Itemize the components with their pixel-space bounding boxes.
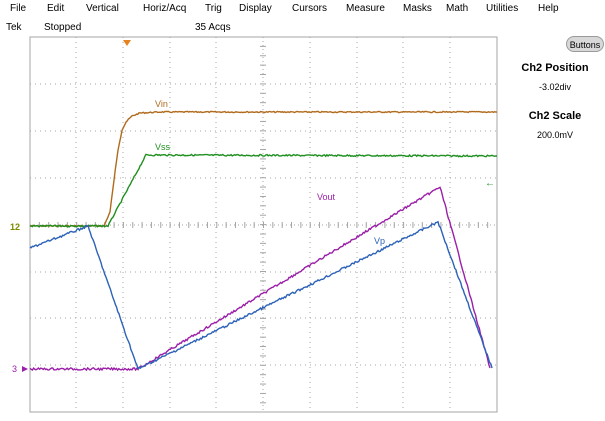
menu-utilities[interactable]: Utilities [486,3,519,14]
menu-file[interactable]: File [10,3,27,14]
ground-marker-ch3-arrow [22,366,28,372]
level-arrow-icon[interactable]: ← [485,178,495,189]
ch2-scale-title: Ch2 Scale [528,110,582,122]
menu-measure[interactable]: Measure [346,3,385,14]
menu-help[interactable]: Help [538,3,559,14]
menu-bar: File Edit Vertical Horiz/Acq Trig Displa… [0,0,605,18]
ch2-position-value: -3.02div [538,82,572,92]
status-bar: Tek Stopped 35 Acqs [0,22,605,36]
menu-display[interactable]: Display [239,3,272,14]
menu-trig[interactable]: Trig [205,3,222,14]
buttons-toggle-button[interactable]: Buttons [566,36,604,52]
trigger-position-marker[interactable] [123,40,131,46]
menu-masks[interactable]: Masks [403,3,432,14]
menu-cursors[interactable]: Cursors [292,3,328,14]
waveform-vp [29,220,493,370]
menu-vertical[interactable]: Vertical [86,3,119,14]
menu-edit[interactable]: Edit [47,3,65,14]
graticule [29,36,498,413]
menu-math[interactable]: Math [446,3,469,14]
label-vp: Vp [374,236,385,246]
ground-marker-bg [9,221,29,231]
ground-marker-ch12[interactable]: 12 [10,222,20,232]
waveform-vin [29,110,498,228]
label-vin: Vin [155,99,168,109]
acquisition-count: 35 Acqs [195,22,231,33]
label-vout: Vout [317,192,336,202]
ch2-position-title: Ch2 Position [521,62,589,74]
menu-horiz-acq[interactable]: Horiz/Acq [143,3,187,14]
waveform-display[interactable]: Vin Vss Vout Vp 12 3 ← [0,36,605,421]
brand-label: Tek [6,22,22,33]
label-vss: Vss [155,142,171,152]
run-state: Stopped [44,22,82,33]
ground-marker-ch3[interactable]: 3 [12,364,17,374]
waveform-vss [30,153,497,228]
ch2-scale-value: 200.0mV [536,130,574,140]
waveform-vout [29,186,491,372]
